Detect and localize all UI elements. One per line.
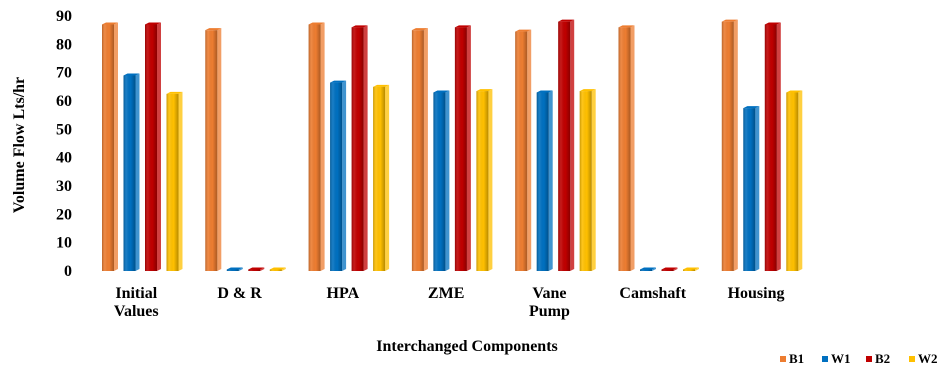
category-label: Initial Values xyxy=(114,285,159,320)
y-tick-label: 0 xyxy=(64,263,72,280)
category-label: Camshaft xyxy=(619,285,686,302)
bar-w1 xyxy=(330,80,347,271)
bar-w1 xyxy=(743,106,760,271)
y-tick-label: 40 xyxy=(56,150,72,167)
bar-b1 xyxy=(721,19,738,271)
y-tick-label: 20 xyxy=(56,206,72,223)
x-axis-title: Interchanged Components xyxy=(376,338,558,355)
bar-w2 xyxy=(476,89,493,271)
bar-b2 xyxy=(764,22,781,271)
legend-swatch xyxy=(780,356,786,362)
bar-b1 xyxy=(102,22,118,271)
legend-item-b2: B2 xyxy=(866,351,890,366)
bar-b1 xyxy=(411,28,428,271)
legend-swatch xyxy=(909,356,915,362)
y-tick-label: 60 xyxy=(56,93,72,110)
bar-b2 xyxy=(248,267,265,271)
bar-w1 xyxy=(123,73,140,271)
bar-b1 xyxy=(205,28,222,271)
bar-w1 xyxy=(226,267,243,271)
y-axis-ticks: 0 10 20 30 40 50 60 70 80 90 xyxy=(56,8,72,280)
bar-b2 xyxy=(454,25,471,272)
bars xyxy=(102,19,803,272)
legend: B1 W1 B2 W2 xyxy=(780,351,938,366)
legend-label: B1 xyxy=(789,351,804,366)
legend-label: W2 xyxy=(918,351,938,366)
y-tick-label: 80 xyxy=(56,36,72,53)
y-tick-label: 50 xyxy=(56,121,72,138)
y-axis-title: Volume Flow Lts/hr xyxy=(11,77,28,213)
legend-item-w2: W2 xyxy=(909,351,938,366)
bar-w2 xyxy=(373,84,390,271)
legend-label: B2 xyxy=(875,351,890,366)
category-label: D & R xyxy=(217,285,262,302)
legend-item-w1: W1 xyxy=(822,351,851,366)
y-tick-label: 90 xyxy=(56,8,72,25)
category-labels: Initial Values D & R HPA ZME Vane Pump Camshaft… xyxy=(114,285,785,320)
bar-b2 xyxy=(661,267,678,271)
y-tick-label: 30 xyxy=(56,178,72,195)
bar-b1 xyxy=(515,29,532,272)
legend-item-b1: B1 xyxy=(780,351,804,366)
bar-w2 xyxy=(166,91,183,272)
bar-b2 xyxy=(145,22,161,271)
bar-w2 xyxy=(579,89,596,271)
bar-w1 xyxy=(536,90,553,271)
bar-b1 xyxy=(618,25,635,272)
y-tick-label: 70 xyxy=(56,65,72,82)
category-label: Vane Pump xyxy=(529,285,570,320)
legend-swatch xyxy=(822,356,828,362)
bar-w2 xyxy=(683,267,699,271)
bar-w2 xyxy=(269,267,286,271)
legend-label: W1 xyxy=(831,351,851,366)
bar-b1 xyxy=(308,22,325,271)
bar-w1 xyxy=(640,267,656,271)
bar-b2 xyxy=(558,19,575,271)
bar-b2 xyxy=(351,25,368,272)
bar-w2 xyxy=(786,90,803,271)
category-label: Housing xyxy=(728,285,785,302)
legend-swatch xyxy=(866,356,872,362)
category-label: ZME xyxy=(428,285,464,302)
bar-w1 xyxy=(433,90,450,271)
category-label: HPA xyxy=(327,285,360,302)
y-tick-label: 10 xyxy=(56,235,72,252)
